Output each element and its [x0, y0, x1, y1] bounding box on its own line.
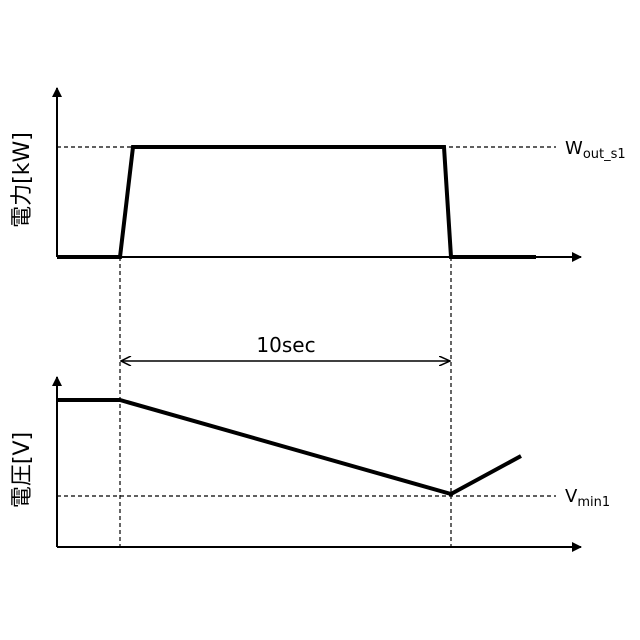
power-waveform: [57, 147, 536, 257]
power-y-axis-label: 電力[kW]: [10, 132, 35, 228]
interval-label: 10sec: [256, 333, 315, 357]
power-panel: 電力[kW] Wout_s1: [10, 88, 626, 257]
voltage-panel: 電圧[V] Vmin1: [10, 377, 610, 547]
time-markers: [120, 257, 451, 548]
voltage-y-axis-label: 電圧[V]: [10, 432, 35, 508]
power-level-label: Wout_s1: [565, 138, 626, 162]
voltage-level-label: Vmin1: [565, 486, 610, 510]
interval-dimension: 10sec: [121, 333, 450, 361]
